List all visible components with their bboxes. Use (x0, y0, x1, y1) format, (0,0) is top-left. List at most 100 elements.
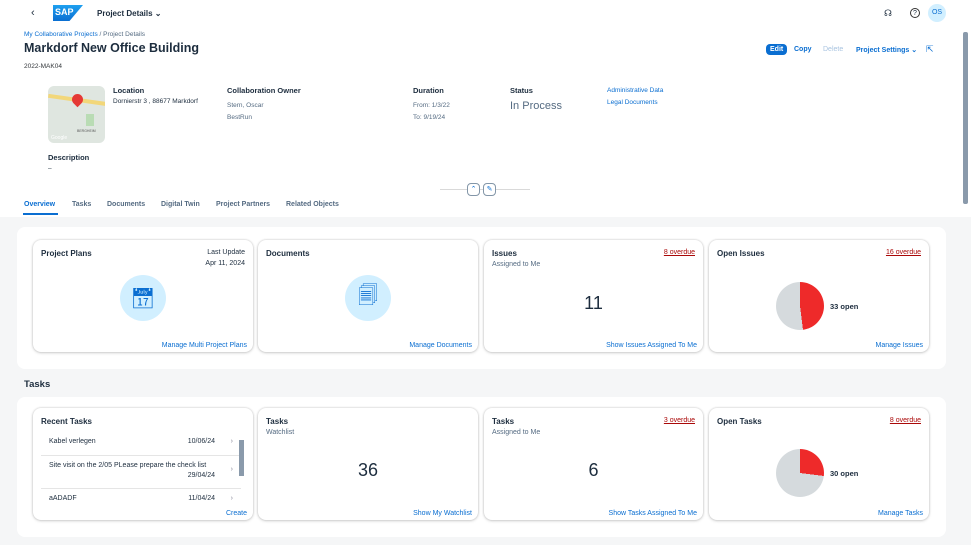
assigned-tasks-count: 6 (588, 460, 599, 480)
status-label: Status (510, 86, 533, 95)
overdue-link[interactable]: 3 overdue (663, 417, 695, 424)
tab-project-partners[interactable]: Project Partners (216, 201, 271, 208)
last-update-value: Apr 11, 2024 (205, 260, 245, 267)
avatar[interactable]: OS (928, 4, 946, 22)
open-issues-card[interactable]: Open Issues 16 overdue 33 open Manage Is… (709, 240, 929, 352)
project-id: 2022-MAK04 (24, 63, 62, 70)
help-icon[interactable]: ? (910, 8, 920, 18)
overdue-link[interactable]: 16 overdue (885, 249, 921, 256)
card-title: Open Tasks (717, 417, 762, 426)
manage-tasks-link[interactable]: Manage Tasks (877, 510, 923, 517)
card-title: Documents (266, 249, 310, 258)
headset-icon[interactable]: ☊ (884, 8, 892, 18)
documents-icon: 🗐︎ (345, 275, 391, 321)
chevron-right-icon: › (230, 438, 233, 445)
assigned-tasks-card[interactable]: Tasks Assigned to Me 3 overdue 6 Show Ta… (484, 408, 703, 520)
project-plans-card[interactable]: Project Plans Last Update Apr 11, 2024 📅… (33, 240, 253, 352)
open-issues-pie (776, 282, 824, 330)
watchlist-card[interactable]: Tasks Watchlist 36 Show My Watchlist (258, 408, 478, 520)
map-brand: Google (51, 135, 68, 141)
duration-to: To: 9/19/24 (413, 114, 446, 121)
card-title: Issues (492, 249, 517, 258)
recent-tasks-card: Recent Tasks Kabel verlegen 10/06/24 › Sit… (33, 408, 253, 520)
calendar-icon: 📅︎ (120, 275, 166, 321)
manage-documents-link[interactable]: Manage Documents (409, 342, 472, 349)
list-item[interactable]: Kabel verlegen 10/06/24 › (41, 432, 241, 456)
tab-tasks[interactable]: Tasks (72, 201, 92, 208)
task-name: aADADF (49, 495, 77, 502)
card-title: Project Plans (41, 249, 92, 258)
edit-button[interactable]: Edit (766, 44, 788, 55)
duration-from: From: 1/3/22 (413, 102, 450, 109)
status-value: In Process (510, 100, 562, 112)
map-label: BERGHEIM (77, 129, 96, 133)
tab-selected-indicator (23, 213, 58, 215)
breadcrumb-link[interactable]: My Collaborative Projects (24, 31, 98, 38)
location-label: Location (113, 86, 145, 95)
chevron-right-icon: › (230, 495, 233, 502)
description-value: – (48, 165, 52, 172)
tab-related-objects[interactable]: Related Objects (286, 201, 339, 208)
collapse-header-button[interactable]: ⌃ (467, 183, 480, 196)
show-watchlist-link[interactable]: Show My Watchlist (413, 510, 472, 517)
overdue-link[interactable]: 8 overdue (663, 249, 695, 256)
pin-header-button[interactable]: ✎ (483, 183, 496, 196)
manage-issues-link[interactable]: Manage Issues (875, 342, 923, 349)
show-assigned-tasks-link[interactable]: Show Tasks Assigned To Me (608, 510, 697, 517)
list-scrollbar[interactable] (239, 440, 244, 476)
overdue-link[interactable]: 8 overdue (889, 417, 921, 424)
manage-plans-link[interactable]: Manage Multi Project Plans (161, 342, 247, 349)
show-issues-link[interactable]: Show Issues Assigned To Me (606, 342, 697, 349)
copy-button[interactable]: Copy (794, 46, 812, 53)
breadcrumb: My Collaborative Projects / Project Deta… (24, 31, 145, 38)
create-task-link[interactable]: Create (225, 510, 247, 517)
tasks-section-title: Tasks (24, 379, 51, 390)
task-name: Site visit on the 2/05 PLease prepare th… (49, 462, 207, 469)
location-value: Dornierstr 3 , 88677 Markdorf (113, 98, 198, 105)
card-title: Tasks (492, 417, 515, 426)
administrative-data-link[interactable]: Administrative Data (607, 87, 664, 94)
project-settings-button[interactable]: Project Settings ⌄ (856, 47, 918, 54)
card-subtitle: Assigned to Me (492, 429, 541, 436)
pie-label: 33 open (830, 302, 859, 311)
project-settings-label: Project Settings (856, 47, 910, 54)
breadcrumb-separator: / (97, 31, 104, 38)
back-icon[interactable]: ‹ (31, 7, 35, 19)
task-name: Kabel verlegen (49, 438, 96, 445)
card-title: Tasks (266, 417, 289, 426)
object-header: ‹ SAP Project Details ⌄ ☊ ? OS My Collab… (0, 0, 971, 217)
last-update-label: Last Update (207, 249, 245, 256)
delete-button[interactable]: Delete (823, 46, 844, 53)
watchlist-count: 36 (357, 460, 379, 480)
map-thumbnail[interactable]: BERGHEIM Google (48, 86, 105, 143)
duration-label: Duration (413, 86, 444, 95)
tab-digital-twin[interactable]: Digital Twin (161, 201, 200, 208)
app-title: Project Details (97, 9, 153, 18)
task-date: 10/06/24 (187, 438, 215, 445)
open-tasks-card[interactable]: Open Tasks 8 overdue 30 open Manage Task… (709, 408, 929, 520)
map-pin-icon (69, 91, 86, 108)
breadcrumb-current: Project Details (103, 31, 146, 38)
issues-card[interactable]: Issues Assigned to Me 8 overdue 11 Show … (484, 240, 703, 352)
page-title: Markdorf New Office Building (24, 41, 200, 55)
tab-overview[interactable]: Overview (24, 201, 56, 208)
card-title: Recent Tasks (41, 417, 92, 426)
description-label: Description (48, 153, 90, 162)
page-scrollbar[interactable] (963, 32, 968, 204)
pie-label: 30 open (830, 469, 859, 478)
documents-card[interactable]: Documents 🗐︎ Manage Documents (258, 240, 478, 352)
app-title-menu[interactable]: Project Details ⌄ (97, 9, 162, 18)
legal-documents-link[interactable]: Legal Documents (607, 99, 658, 106)
sap-logo: SAP (53, 5, 83, 21)
list-item[interactable]: aADADF 11/04/24 › (41, 489, 241, 509)
issues-count: 11 (584, 293, 603, 313)
task-date: 11/04/24 (188, 495, 215, 502)
tab-documents[interactable]: Documents (107, 201, 146, 208)
card-title: Open Issues (717, 249, 765, 258)
owner-name: Stern, Oscar (227, 102, 264, 109)
owner-company: BestRun (227, 114, 252, 121)
share-icon[interactable]: ⇱ (926, 44, 934, 54)
list-item[interactable]: Site visit on the 2/05 PLease prepare th… (41, 456, 241, 489)
task-date: 29/04/24 (187, 472, 215, 479)
owner-label: Collaboration Owner (227, 86, 301, 95)
